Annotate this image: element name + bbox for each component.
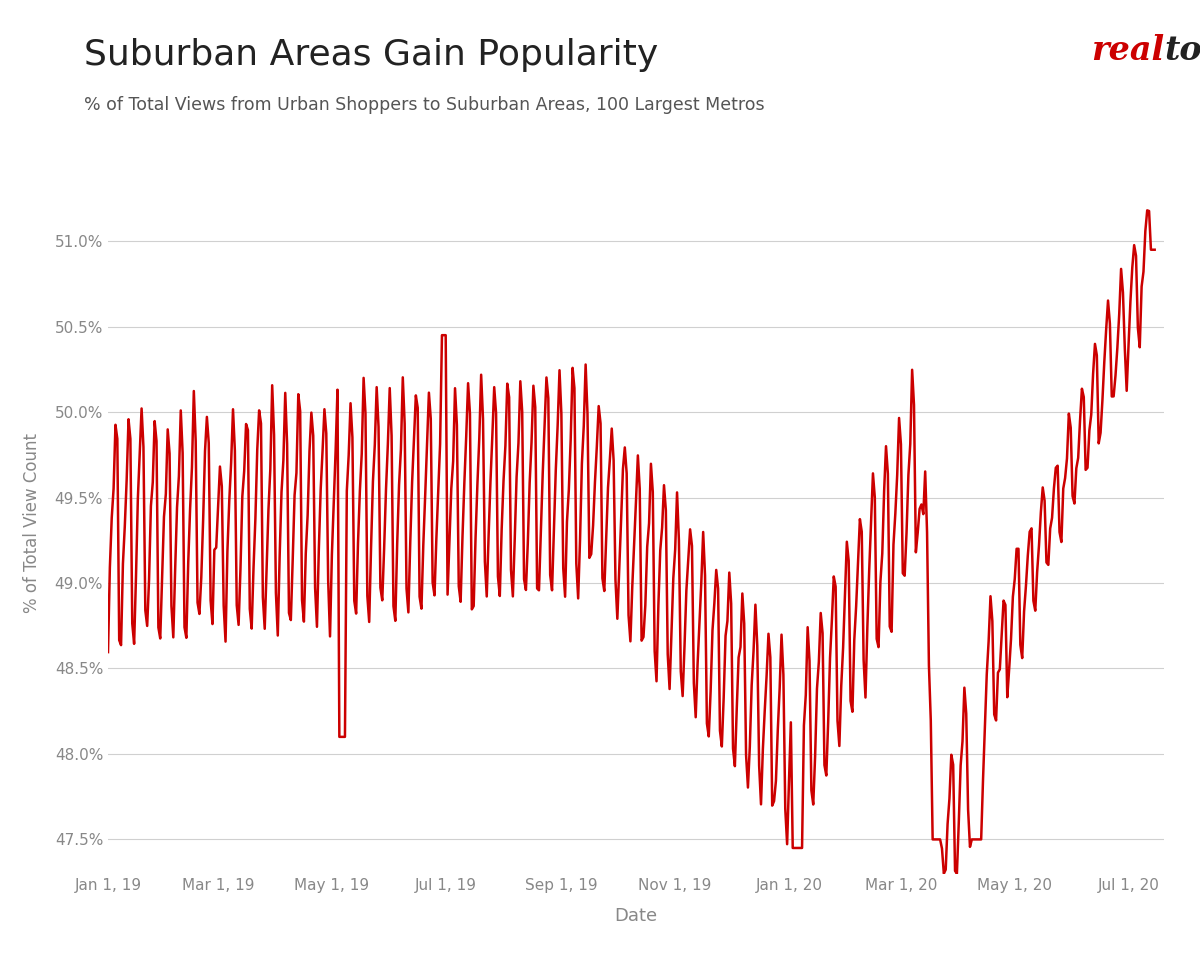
Text: real: real [1091, 34, 1164, 66]
Text: tor.com®: tor.com® [1164, 34, 1200, 66]
Y-axis label: % of Total View Count: % of Total View Count [23, 433, 41, 613]
Text: Suburban Areas Gain Popularity: Suburban Areas Gain Popularity [84, 38, 659, 72]
X-axis label: Date: Date [614, 907, 658, 925]
Text: % of Total Views from Urban Shoppers to Suburban Areas, 100 Largest Metros: % of Total Views from Urban Shoppers to … [84, 96, 764, 114]
